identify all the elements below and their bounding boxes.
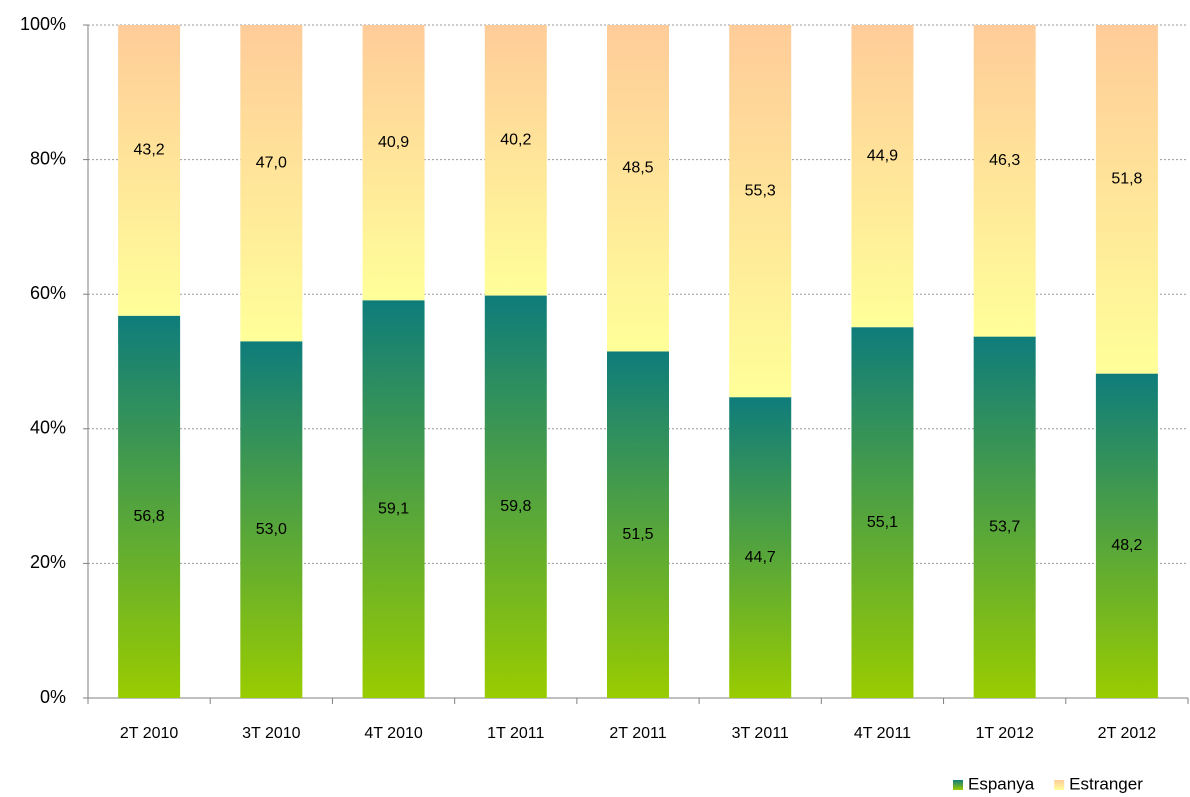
data-label: 46,3 (989, 152, 1020, 169)
data-label: 59,1 (378, 500, 409, 517)
legend-label: Estranger (1069, 774, 1143, 793)
data-label: 40,9 (378, 134, 409, 151)
data-label: 47,0 (256, 154, 287, 171)
bar-segment (729, 397, 792, 698)
data-label: 44,9 (867, 147, 898, 164)
bar-segment (851, 25, 914, 328)
bar-segment (729, 25, 792, 398)
x-tick-label: 4T 2011 (854, 725, 911, 742)
x-tick-label: 1T 2012 (975, 725, 1034, 742)
data-label: 40,2 (500, 131, 531, 148)
y-tick-label: 20% (30, 552, 66, 572)
bar-segment (484, 25, 547, 296)
x-tick-label: 4T 2010 (364, 725, 423, 742)
x-tick-label: 2T 2011 (609, 725, 666, 742)
x-tick-label: 2T 2012 (1098, 725, 1157, 742)
data-label: 48,2 (1111, 537, 1142, 554)
bar-segment (1095, 373, 1158, 698)
data-label: 55,3 (745, 182, 776, 199)
data-label: 53,0 (256, 521, 287, 538)
x-tick-label: 3T 2010 (242, 725, 301, 742)
bar-segment (607, 351, 669, 698)
data-label: 51,8 (1111, 171, 1142, 188)
data-label: 51,5 (622, 526, 653, 543)
y-tick-label: 100% (20, 14, 66, 34)
legend-swatch (1054, 780, 1065, 790)
bar-segment (240, 341, 303, 698)
bar-segment (973, 336, 1036, 698)
x-tick-label: 1T 2011 (487, 725, 544, 742)
bar-segment (1095, 25, 1158, 374)
data-label: 59,8 (500, 498, 531, 515)
bar-segment (362, 300, 425, 698)
bar-segment (607, 25, 669, 352)
data-label: 56,8 (134, 508, 165, 525)
y-tick-label: 40% (30, 418, 66, 438)
bar-segment (118, 315, 181, 698)
data-label: 53,7 (989, 519, 1020, 536)
legend-label: Espanya (968, 774, 1035, 793)
legend-swatch (953, 780, 963, 790)
y-tick-label: 80% (30, 148, 66, 168)
data-label: 48,5 (622, 159, 653, 176)
data-label: 43,2 (134, 142, 165, 159)
bar-segment (973, 25, 1036, 337)
data-label: 55,1 (867, 514, 898, 531)
y-tick-label: 0% (40, 687, 66, 707)
bar-segment (240, 25, 303, 342)
x-tick-label: 2T 2010 (120, 725, 179, 742)
bar-segment (362, 25, 425, 301)
data-label: 44,7 (745, 549, 776, 566)
bar-segment (851, 327, 914, 698)
y-tick-label: 60% (30, 283, 66, 303)
bar-segment (484, 295, 547, 698)
x-tick-label: 3T 2011 (732, 725, 789, 742)
bar-segment (118, 25, 181, 316)
